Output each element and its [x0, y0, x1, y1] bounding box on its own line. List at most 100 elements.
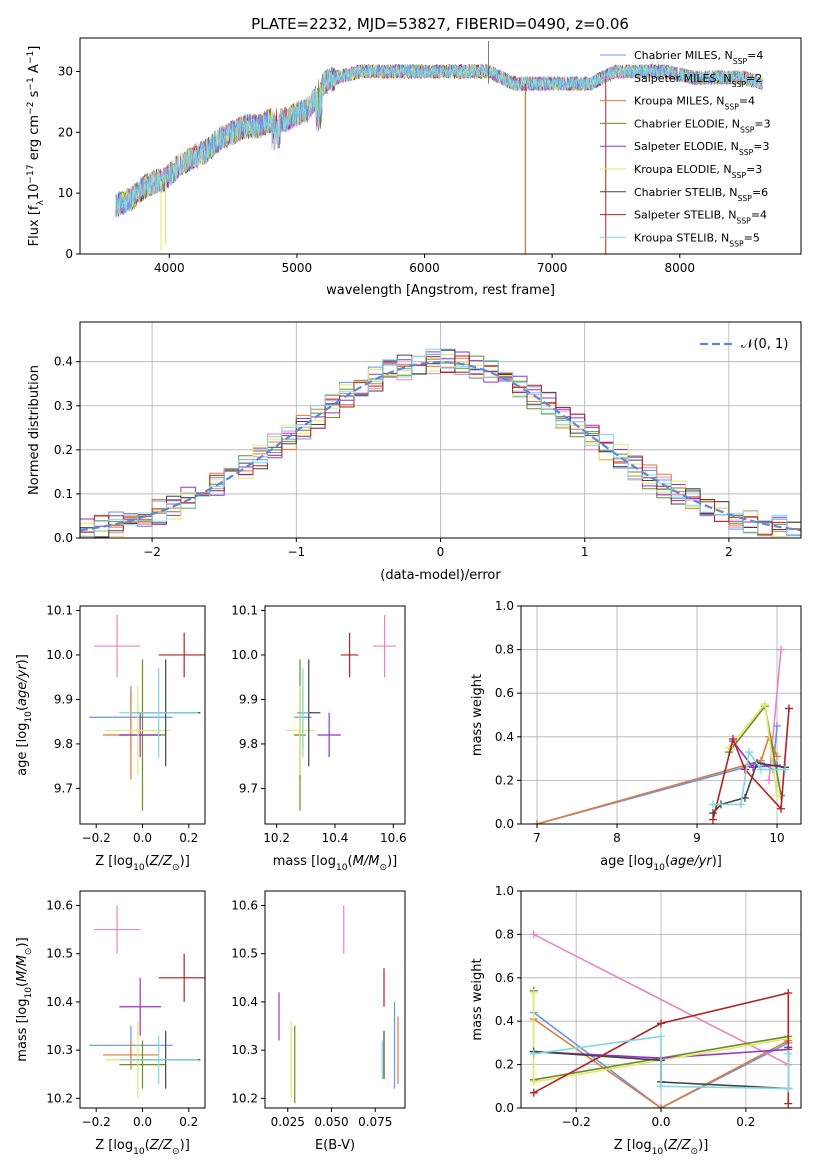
mass-vs-Z-panel: −0.2 0.0 0.210.210.310.410.510.6Z [log10(Z… — [15, 890, 206, 1157]
spectrum-ylabel: Flux [fλ10−17 erg cm−2 s−1 A−1] — [26, 46, 46, 247]
y-tick-label: 0.8 — [495, 927, 514, 941]
legend-label-part: SSP — [740, 125, 755, 134]
weight-line — [728, 702, 778, 796]
y-axis-label-part: mass [log — [15, 999, 30, 1062]
x-axis-label: mass [log10(M/M⊙)] — [273, 854, 397, 873]
spectrum-ylabel-part: 10 — [27, 184, 42, 201]
legend-label-part: SSP — [739, 148, 754, 157]
x-axis-label-part: age/yr — [670, 854, 713, 869]
legend-label-part: Salpeter MILES, N — [634, 72, 732, 85]
x-axis-label-part: ( — [145, 854, 150, 869]
legend-label-part: SSP — [733, 57, 748, 66]
y-tick-label: 10.3 — [46, 1043, 73, 1057]
x-axis-label-part: 10 — [652, 1147, 664, 1157]
weight-marker — [784, 1099, 793, 1108]
legend-label: Chabrier MILES, NSSP=4 — [634, 49, 763, 66]
weight-marker — [657, 1019, 665, 1028]
y-tick-label: 10.6 — [231, 898, 258, 912]
weight-marker — [784, 1049, 793, 1058]
y-tick-label: 10.5 — [231, 947, 258, 961]
axes-frame — [79, 605, 206, 825]
x-tick-label: 0 — [437, 545, 445, 559]
x-tick-label: 9 — [693, 831, 701, 845]
y-tick-label: 0.2 — [54, 443, 73, 457]
x-axis-label-part: ⊙ — [691, 1147, 699, 1157]
spectrum-ylabel-part: −17 — [26, 164, 36, 183]
x-axis-label: Z [log10(Z/Z⊙)] — [95, 1138, 190, 1157]
histogram-panel: −2 −1 0 1 2 0.0 0.1 0.2 0.3 0.4 (data-model)/error… — [27, 321, 802, 583]
y-tick-label: 10.4 — [46, 995, 73, 1009]
x-axis-label-part: ( — [145, 1138, 150, 1153]
y-tick-label: 0.2 — [495, 773, 514, 787]
weight-lines — [533, 645, 793, 824]
errorbars — [89, 614, 205, 811]
legend-label-part: =2 — [746, 72, 762, 85]
weight-marker — [765, 776, 773, 785]
x-axis-label: age [log10(age/yr)] — [600, 854, 722, 873]
weight-marker — [709, 815, 717, 824]
y-tick-label: 9.8 — [239, 737, 258, 751]
errorbars — [278, 905, 399, 1104]
y-axis-label: mass [log10(M/M⊙)] — [15, 937, 34, 1061]
legend-label-part: Chabrier MILES, N — [634, 49, 733, 62]
spectrum-ylabel-part: −1 — [26, 77, 36, 90]
y-tick-label: 9.8 — [54, 737, 73, 751]
weight-marker — [784, 988, 793, 997]
weight-marker — [777, 645, 785, 654]
x-tick-label: 5000 — [282, 261, 313, 275]
weight-marker — [657, 1104, 665, 1108]
y-tick-label: 10.5 — [46, 947, 73, 961]
legend-label-part: SSP — [736, 216, 751, 225]
y-tick-label: 1.0 — [495, 884, 514, 898]
errorbars — [285, 614, 397, 811]
legend-label-part: Kroupa ELODIE, N — [634, 163, 732, 176]
x-axis-label-part: ( — [348, 854, 353, 869]
age-vs-mass-panel: 10.2 10.4 10.6 9.7 9.8 9.9 10.0 10.1 mass [log10… — [231, 603, 406, 873]
x-axis-label-part: age [log — [600, 854, 653, 869]
x-axis-label-part: 10 — [133, 863, 145, 873]
weight-marker — [657, 1082, 665, 1091]
legend-label-part: SSP — [729, 239, 744, 248]
weight-lines — [529, 930, 793, 1108]
x-axis-label: Z [log10(Z/Z⊙)] — [95, 854, 190, 873]
x-tick-label: 7000 — [537, 261, 568, 275]
legend-label-part: =4 — [747, 49, 763, 62]
spectrum-ylabel-part: s — [27, 90, 42, 101]
y-tick-label: 9.9 — [54, 692, 73, 706]
x-axis-label-part: 10 — [133, 1147, 145, 1157]
x-axis-label-part: Z [log — [614, 1138, 652, 1153]
x-tick-label: 10.2 — [263, 831, 290, 845]
y-axis-label-part: )] — [15, 937, 30, 947]
histogram-xlabel: (data-model)/error — [380, 568, 501, 583]
legend-label: Chabrier ELODIE, NSSP=3 — [634, 117, 771, 133]
y-tick-label: 0.6 — [495, 971, 514, 985]
weight-marker — [657, 1032, 665, 1041]
x-tick-label: 8000 — [664, 261, 695, 275]
x-tick-label: 0.2 — [736, 1115, 755, 1129]
axes-frame — [264, 890, 406, 1109]
weight-marker — [529, 1077, 538, 1086]
x-axis-label-part: )] — [698, 1138, 708, 1153]
legend-label-part: Kroupa STELIB, N — [634, 231, 729, 244]
legend-label: Kroupa MILES, NSSP=4 — [634, 95, 755, 112]
legend-label: Kroupa ELODIE, NSSP=3 — [634, 163, 762, 180]
legend-label-part: SSP — [738, 193, 753, 202]
x-axis-label-part: Z [log — [95, 854, 133, 869]
spectrum-ylabel-part: Flux [f — [27, 205, 42, 246]
weight-marker — [785, 704, 793, 713]
x-tick-label: 0.0 — [651, 1115, 670, 1129]
legend-label: Salpeter ELODIE, NSSP=3 — [634, 140, 770, 157]
x-axis-label-part: ( — [663, 1138, 668, 1153]
weight-marker — [773, 791, 781, 800]
histogram-legend-label: 𝒩(0, 1) — [741, 337, 788, 352]
legend-label-part: Chabrier STELIB, N — [634, 186, 738, 199]
legend-label-part: =3 — [753, 140, 769, 153]
x-tick-label: −0.2 — [82, 831, 111, 845]
y-axis-label-part: ( — [15, 982, 30, 987]
y-axis-label-part: )] — [15, 654, 30, 664]
x-tick-label: 0.050 — [314, 1115, 348, 1129]
y-axis-label-part: ( — [15, 706, 30, 711]
